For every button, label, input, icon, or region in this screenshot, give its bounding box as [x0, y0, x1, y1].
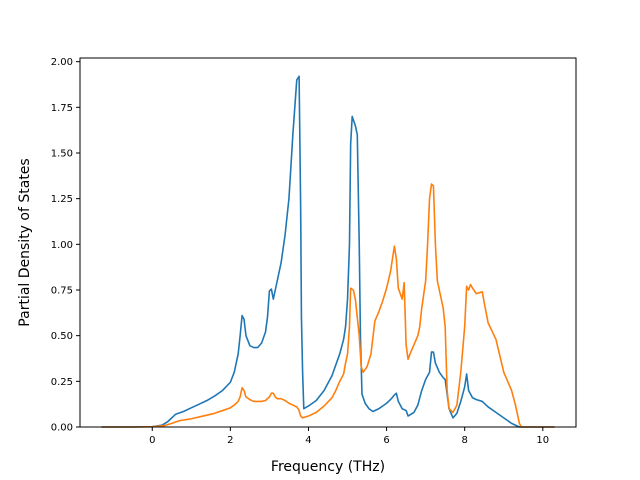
y-tick-label: 0.50 [51, 331, 73, 342]
y-tick-label: 2.00 [51, 57, 73, 68]
plot-frame [79, 57, 577, 428]
y-tick-label: 0.25 [51, 377, 73, 388]
x-tick-label: 0 [149, 435, 155, 446]
y-tick-label: 1.00 [51, 240, 73, 251]
y-axis-label: Partial Density of States [17, 158, 33, 326]
x-tick-label: 8 [462, 435, 468, 446]
y-tick-label: 0.75 [51, 285, 73, 296]
y-tick-label: 1.50 [51, 148, 73, 159]
y-axis-ticks: 0.00 0.25 0.50 0.75 1.00 1.25 1.50 1.75 2.00 [51, 57, 80, 434]
x-tick-label: 10 [536, 435, 549, 446]
y-tick-label: 1.75 [51, 103, 73, 114]
series-layer [101, 75, 555, 428]
series-2-line [101, 183, 555, 428]
x-tick-label: 2 [227, 435, 233, 446]
x-axis-ticks: 0 2 4 6 8 10 [149, 427, 549, 446]
y-tick-label: 1.25 [51, 194, 73, 205]
x-tick-label: 4 [305, 435, 311, 446]
series-1-line [101, 75, 555, 428]
x-axis-label: Frequency (THz) [271, 459, 385, 475]
x-tick-label: 6 [383, 435, 389, 446]
y-tick-label: 0.00 [51, 423, 73, 434]
